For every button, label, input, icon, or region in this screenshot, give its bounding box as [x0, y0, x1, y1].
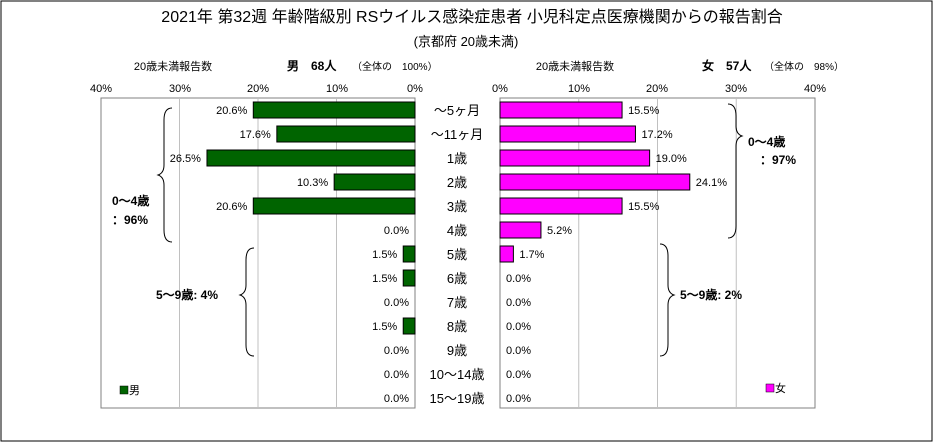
male-group-label-0-4: 0～4歳 — [112, 193, 149, 208]
category-labels: ～5ヶ月 ～11ヶ月 1歳 2歳 3歳 4歳 5歳 6歳 7歳 8歳 9歳 10～14歳 15～19歳 — [430, 103, 485, 406]
female-bar — [499, 197, 623, 215]
female-bar — [499, 245, 514, 263]
female-value-label: 0.0% — [506, 369, 531, 381]
female-value-label: 17.2% — [641, 129, 672, 141]
male-legend-label: 男 — [129, 385, 140, 397]
male-bar — [402, 317, 416, 335]
value-labels: 20.6% 15.5% 17.6% 17.2% 26.5% 19.0% 10.3% 24.1%… — [170, 105, 727, 405]
male-bar — [252, 197, 416, 215]
category-label: 6歳 — [447, 271, 467, 286]
female-value-label: 0.0% — [506, 321, 531, 333]
female-x-tick-label: 10% — [568, 83, 590, 95]
female-bar — [499, 125, 636, 143]
female-group-bracket-5-9 — [659, 243, 676, 357]
male-bar — [402, 269, 416, 287]
male-x-tick-label: 40% — [90, 83, 112, 95]
male-value-label: 20.6% — [216, 201, 247, 213]
male-value-label: 0.0% — [384, 345, 409, 357]
male-bar — [276, 125, 416, 143]
category-label: 7歳 — [447, 295, 467, 310]
category-label: 9歳 — [447, 343, 467, 358]
category-label: 2歳 — [447, 175, 467, 190]
female-group-percent-0-4: ：97% — [760, 153, 796, 167]
male-x-tick-labels: 40% 30% 20% 10% 0% — [90, 83, 423, 95]
female-value-label: 0.0% — [506, 273, 531, 285]
male-value-label: 0.0% — [384, 393, 409, 405]
category-label: 3歳 — [447, 199, 467, 214]
female-bar — [499, 221, 542, 239]
male-bar — [252, 101, 416, 119]
female-value-label: 0.0% — [506, 297, 531, 309]
female-x-tick-label: 0% — [492, 83, 508, 95]
female-value-label: 19.0% — [656, 153, 687, 165]
male-header-note: （全体の 100%） — [352, 60, 438, 73]
male-value-label: 0.0% — [384, 225, 409, 237]
category-label: ～5ヶ月 — [434, 103, 480, 118]
category-label: 1歳 — [447, 151, 467, 166]
category-label: 15～19歳 — [430, 391, 485, 406]
female-group-label-5-9: 5～9歳: 2% — [680, 287, 742, 302]
male-value-label: 10.3% — [297, 177, 328, 189]
male-value-label: 1.5% — [372, 273, 397, 285]
male-value-label: 1.5% — [372, 249, 397, 261]
male-bar — [402, 245, 416, 263]
male-x-tick-label: 30% — [169, 83, 191, 95]
male-legend-swatch — [119, 385, 129, 395]
female-value-label: 0.0% — [506, 393, 531, 405]
male-group-label-5-9: 5～9歳: 4% — [156, 287, 218, 302]
female-value-label: 1.7% — [519, 249, 544, 261]
male-bar — [206, 149, 416, 167]
female-header-note: （全体の 98%） — [764, 60, 844, 73]
female-value-label: 15.5% — [628, 105, 659, 117]
male-value-label: 26.5% — [170, 153, 201, 165]
chart-title: 2021年 第32週 年齢階級別 RSウイルス感染症患者 小児科定点医療機関から… — [161, 8, 782, 26]
male-group-percent-0-4: ：96% — [112, 213, 148, 227]
male-x-tick-label: 0% — [407, 83, 423, 95]
female-x-tick-label: 40% — [804, 83, 826, 95]
female-bar — [499, 101, 623, 119]
female-value-label: 15.5% — [628, 201, 659, 213]
male-axis-title: 20歳未満報告数 — [134, 60, 212, 73]
female-bar — [499, 173, 691, 191]
category-label: 4歳 — [447, 223, 467, 238]
category-label: 10～14歳 — [430, 367, 485, 382]
female-value-label: 0.0% — [506, 345, 531, 357]
female-group-label-0-4: 0～4歳 — [748, 134, 785, 149]
category-label: ～11ヶ月 — [431, 127, 484, 142]
category-label: 8歳 — [447, 319, 467, 334]
male-x-tick-label: 20% — [247, 83, 269, 95]
male-bar — [333, 173, 416, 191]
bars — [206, 101, 691, 335]
female-group-bracket-0-4 — [727, 103, 744, 239]
male-x-tick-label: 10% — [326, 83, 348, 95]
male-value-label: 0.0% — [384, 369, 409, 381]
female-x-tick-label: 20% — [646, 83, 668, 95]
male-header: 男 68人 — [287, 58, 337, 73]
chart-subtitle: (京都府 20歳未満) — [414, 34, 519, 49]
female-axis-title: 20歳未満報告数 — [536, 60, 614, 73]
female-x-tick-label: 30% — [725, 83, 747, 95]
male-value-label: 20.6% — [216, 105, 247, 117]
female-legend-swatch — [765, 383, 775, 393]
female-value-label: 5.2% — [547, 225, 572, 237]
female-x-tick-labels: 0% 10% 20% 30% 40% — [492, 83, 826, 95]
female-value-label: 24.1% — [696, 177, 727, 189]
female-bar — [499, 149, 651, 167]
male-value-label: 17.6% — [240, 129, 271, 141]
male-group-bracket-0-4 — [156, 107, 173, 243]
category-label: 5歳 — [447, 247, 467, 262]
male-value-label: 1.5% — [372, 321, 397, 333]
male-value-label: 0.0% — [384, 297, 409, 309]
male-group-bracket-5-9 — [238, 247, 255, 357]
female-header: 女 57人 — [702, 58, 752, 73]
female-legend-label: 女 — [775, 381, 786, 395]
